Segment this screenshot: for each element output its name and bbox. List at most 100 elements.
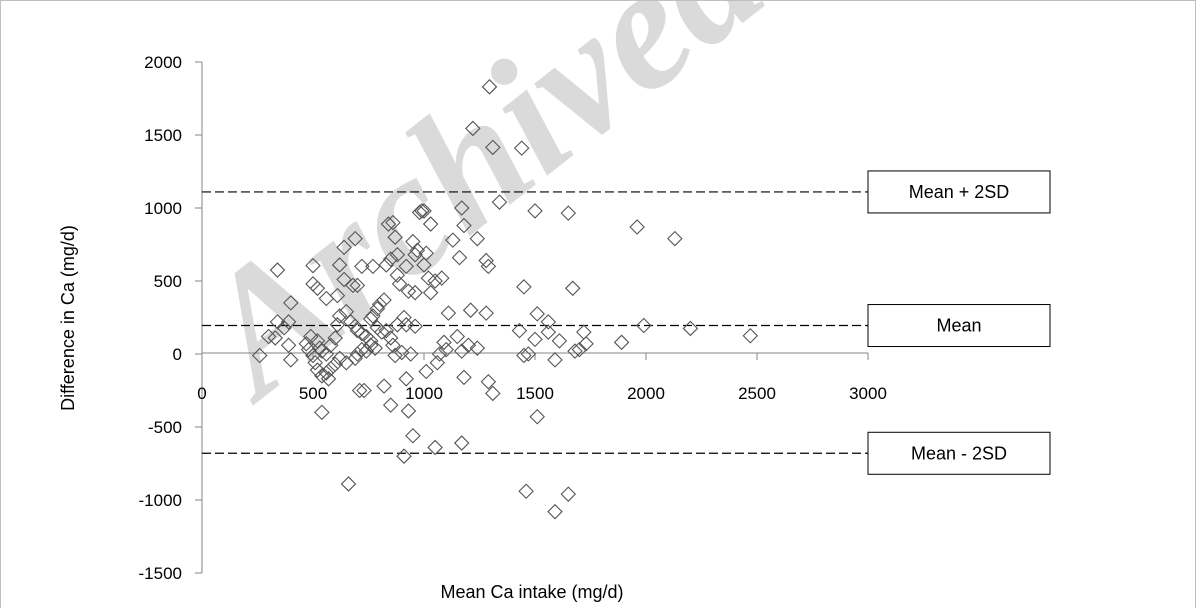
data-point	[513, 140, 530, 156]
data-point	[331, 257, 348, 273]
data-point	[407, 246, 423, 263]
data-point	[407, 318, 423, 335]
data-point	[547, 503, 563, 520]
data-point	[303, 328, 319, 345]
data-point	[436, 334, 452, 351]
data-point	[267, 330, 284, 346]
data-point	[331, 350, 348, 367]
data-point	[362, 333, 379, 349]
data-point	[518, 483, 534, 500]
data-point	[485, 385, 501, 402]
data-point	[491, 194, 508, 210]
data-point	[511, 322, 528, 339]
data-point	[540, 324, 557, 340]
data-point	[354, 258, 370, 275]
data-point	[516, 279, 532, 295]
data-point	[578, 336, 594, 352]
data-point	[478, 305, 494, 321]
data-point	[367, 340, 383, 356]
data-point	[481, 79, 498, 95]
x-tick-label: 2500	[738, 384, 776, 403]
data-point	[438, 341, 454, 358]
y-axis-title: Difference in Ca (mg/d)	[58, 225, 78, 411]
data-point	[445, 232, 461, 248]
data-point	[551, 333, 568, 349]
data-point	[480, 373, 497, 390]
data-point	[529, 409, 545, 425]
data-point	[389, 267, 406, 283]
x-tick-label: 1000	[405, 384, 443, 403]
data-point	[516, 347, 532, 364]
data-point	[422, 216, 439, 232]
data-point	[742, 327, 759, 344]
x-tick-label: 500	[299, 384, 327, 403]
axes: -1500 -1000 -500 0 500 1000 1500 2000 0 500 1000 1…	[139, 53, 887, 583]
data-point	[331, 308, 348, 324]
data-point	[411, 204, 428, 221]
data-point	[385, 337, 401, 354]
reference-label: Mean	[936, 316, 981, 336]
data-point	[405, 233, 421, 250]
x-tick-label: 3000	[849, 384, 887, 403]
data-point	[309, 280, 326, 297]
data-point	[682, 320, 699, 337]
y-tick-label: -1000	[139, 491, 182, 510]
data-point	[318, 290, 335, 307]
data-point	[387, 229, 403, 245]
data-point	[336, 239, 352, 256]
data-point	[349, 322, 366, 339]
data-point	[380, 216, 397, 232]
data-point	[280, 314, 297, 330]
data-point	[667, 230, 683, 247]
data-point	[418, 245, 434, 262]
reference-label: Mean - 2SD	[911, 443, 1007, 463]
data-point	[629, 219, 645, 235]
data-point	[529, 306, 545, 322]
data-point	[571, 341, 588, 358]
data-point	[378, 322, 395, 339]
data-point	[405, 427, 421, 444]
data-point	[440, 305, 457, 321]
data-point	[362, 311, 379, 327]
data-point	[349, 277, 366, 294]
data-point	[422, 284, 439, 301]
reference-label: Mean + 2SD	[909, 182, 1010, 202]
x-axis-title: Mean Ca intake (mg/d)	[440, 582, 623, 602]
data-point	[322, 337, 339, 354]
data-point	[636, 317, 652, 334]
data-point	[465, 120, 481, 137]
data-point	[338, 354, 355, 371]
data-point	[391, 276, 408, 292]
data-point	[385, 214, 401, 231]
data-point	[527, 331, 543, 348]
data-points	[251, 79, 759, 520]
data-point	[453, 435, 470, 451]
x-tick-label: 1500	[516, 384, 554, 403]
data-point	[369, 300, 386, 317]
reference-lines: Mean + 2SD Mean Mean - 2SD	[202, 170, 1051, 475]
data-point	[320, 371, 337, 387]
data-point	[527, 203, 543, 219]
data-point	[329, 287, 346, 304]
data-point	[396, 448, 412, 464]
data-point	[567, 343, 583, 359]
data-point	[305, 257, 321, 274]
data-point	[427, 273, 443, 289]
data-point	[387, 347, 403, 364]
data-point	[283, 295, 299, 311]
data-point	[400, 403, 417, 419]
data-point	[280, 337, 297, 354]
x-tick-label: 2000	[627, 384, 665, 403]
data-point	[374, 324, 390, 340]
watermark: Archived	[156, 0, 799, 436]
y-tick-label: -500	[148, 418, 182, 437]
data-point	[356, 382, 372, 399]
data-point	[478, 252, 494, 269]
data-point	[358, 343, 375, 359]
data-point	[382, 330, 399, 346]
data-point	[451, 249, 468, 266]
y-tick-label: 1000	[144, 199, 182, 218]
data-point	[371, 296, 388, 313]
